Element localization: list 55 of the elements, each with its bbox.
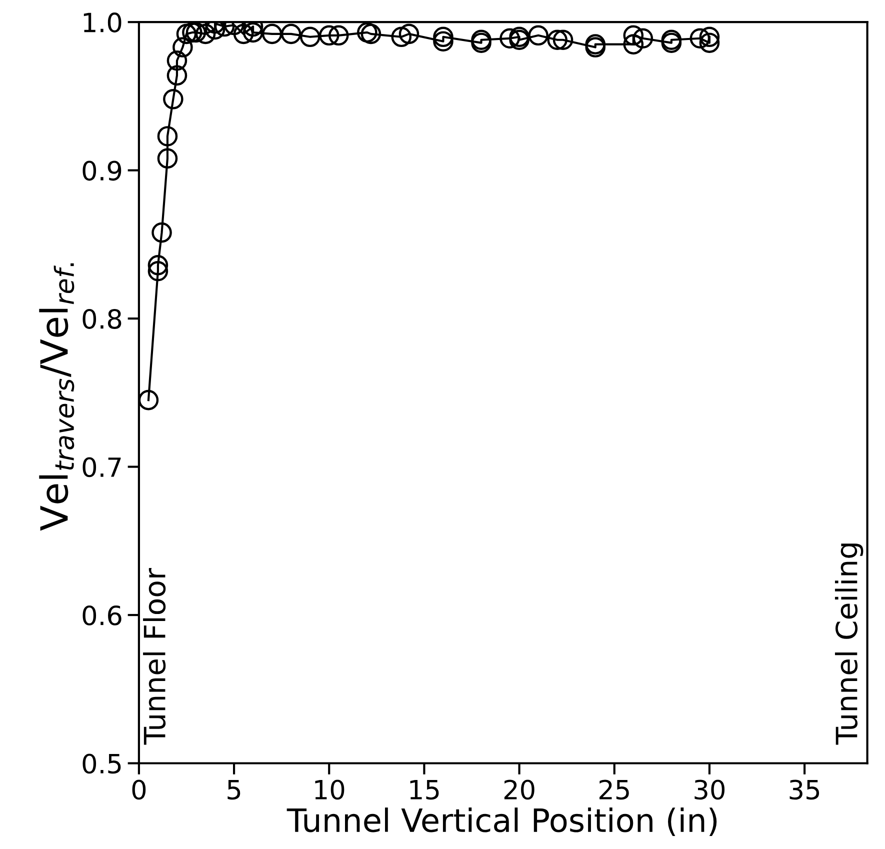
point <box>157 126 178 146</box>
x-tick-label: 30 <box>694 780 724 800</box>
x-tick-label: 0 <box>132 780 146 800</box>
point <box>552 30 574 50</box>
y-tick-label: 0.7 <box>82 457 121 478</box>
x-tick-label: 35 <box>790 780 820 800</box>
point <box>433 26 454 48</box>
x-axis-title: Tunnel Vertical Position (in) <box>286 808 717 836</box>
point <box>280 24 302 44</box>
point <box>186 22 206 43</box>
point <box>152 222 172 243</box>
point <box>262 24 282 44</box>
point <box>172 37 193 58</box>
y-tick-label: 0.6 <box>82 605 122 626</box>
point <box>300 26 320 48</box>
x-tick-label: 20 <box>504 780 534 800</box>
point <box>242 22 264 43</box>
x-tick-label: 25 <box>600 780 629 800</box>
point <box>148 260 168 282</box>
x-tick-label: 5 <box>228 780 240 800</box>
point <box>195 24 216 44</box>
point <box>391 26 412 48</box>
point <box>357 22 378 43</box>
point <box>623 34 644 54</box>
point <box>690 28 710 49</box>
point <box>138 390 159 410</box>
point <box>547 30 568 50</box>
y-tick-label: 0.8 <box>82 308 122 329</box>
y-axis-title: Vel$_{travers}$/Vel$_{ref.}$ <box>39 263 74 531</box>
point <box>318 25 340 46</box>
point <box>163 89 184 110</box>
point <box>623 25 644 46</box>
point <box>398 24 420 44</box>
y-tick-label: 0.5 <box>82 754 121 774</box>
x-tick-label: 10 <box>315 780 344 800</box>
point <box>500 28 520 49</box>
point <box>166 50 188 71</box>
annotation: Tunnel Floor <box>143 568 166 745</box>
annotation: Tunnel Ceiling <box>834 544 864 745</box>
point <box>699 26 720 48</box>
point <box>233 24 254 44</box>
point <box>699 32 720 53</box>
point <box>433 31 454 52</box>
point <box>148 255 168 276</box>
point <box>166 65 188 86</box>
point <box>157 148 178 169</box>
y-tick-label: 0.9 <box>82 160 122 181</box>
point <box>176 24 197 44</box>
point <box>360 24 382 44</box>
x-tick-label: 15 <box>410 780 439 800</box>
point <box>182 22 202 43</box>
y-tick-label: 1.0 <box>84 12 122 32</box>
point <box>328 25 349 46</box>
point <box>632 28 654 49</box>
point <box>528 25 548 46</box>
